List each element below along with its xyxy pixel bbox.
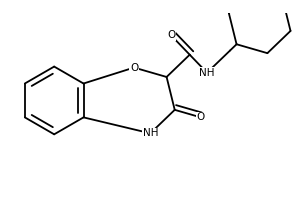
Text: O: O	[130, 63, 138, 73]
Text: NH: NH	[199, 68, 215, 78]
Text: NH: NH	[142, 128, 158, 138]
Text: O: O	[167, 30, 175, 40]
Text: O: O	[196, 112, 205, 122]
